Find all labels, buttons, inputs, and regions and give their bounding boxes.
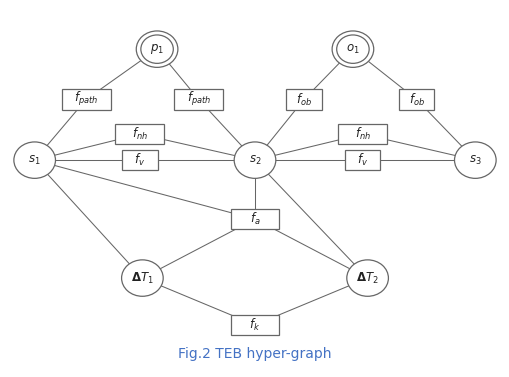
FancyBboxPatch shape <box>122 150 157 170</box>
Text: $f_{path}$: $f_{path}$ <box>186 90 210 109</box>
Ellipse shape <box>14 142 55 178</box>
FancyBboxPatch shape <box>174 89 223 109</box>
Text: $\mathbf{\Delta}T_1$: $\mathbf{\Delta}T_1$ <box>131 271 154 286</box>
FancyBboxPatch shape <box>345 150 380 170</box>
Ellipse shape <box>454 142 495 178</box>
Text: $o_1$: $o_1$ <box>346 43 359 56</box>
Ellipse shape <box>140 35 173 63</box>
FancyBboxPatch shape <box>62 89 110 109</box>
FancyBboxPatch shape <box>337 124 386 144</box>
Text: $f_{ob}$: $f_{ob}$ <box>295 91 312 107</box>
Text: $f_k$: $f_k$ <box>249 317 260 333</box>
Ellipse shape <box>121 260 163 296</box>
Text: $p_1$: $p_1$ <box>150 42 164 56</box>
Text: Fig.2 TEB hyper-graph: Fig.2 TEB hyper-graph <box>178 347 331 361</box>
Ellipse shape <box>346 260 388 296</box>
Ellipse shape <box>331 31 373 67</box>
FancyBboxPatch shape <box>398 89 433 109</box>
Text: $f_{path}$: $f_{path}$ <box>74 90 98 109</box>
Text: $s_3$: $s_3$ <box>468 153 480 167</box>
Text: $f_{ob}$: $f_{ob}$ <box>408 91 423 107</box>
Ellipse shape <box>234 142 275 178</box>
Text: $s_1$: $s_1$ <box>29 153 41 167</box>
Text: $f_{nh}$: $f_{nh}$ <box>354 126 370 142</box>
FancyBboxPatch shape <box>286 89 321 109</box>
Text: $f_a$: $f_a$ <box>249 211 260 227</box>
FancyBboxPatch shape <box>230 209 279 229</box>
Text: $f_v$: $f_v$ <box>134 152 145 168</box>
FancyBboxPatch shape <box>115 124 164 144</box>
Text: $s_2$: $s_2$ <box>248 153 261 167</box>
Ellipse shape <box>136 31 178 67</box>
Text: $f_v$: $f_v$ <box>356 152 367 168</box>
Ellipse shape <box>336 35 369 63</box>
Text: $f_{nh}$: $f_{nh}$ <box>132 126 148 142</box>
FancyBboxPatch shape <box>230 315 279 335</box>
Text: $\mathbf{\Delta}T_2$: $\mathbf{\Delta}T_2$ <box>356 271 378 286</box>
